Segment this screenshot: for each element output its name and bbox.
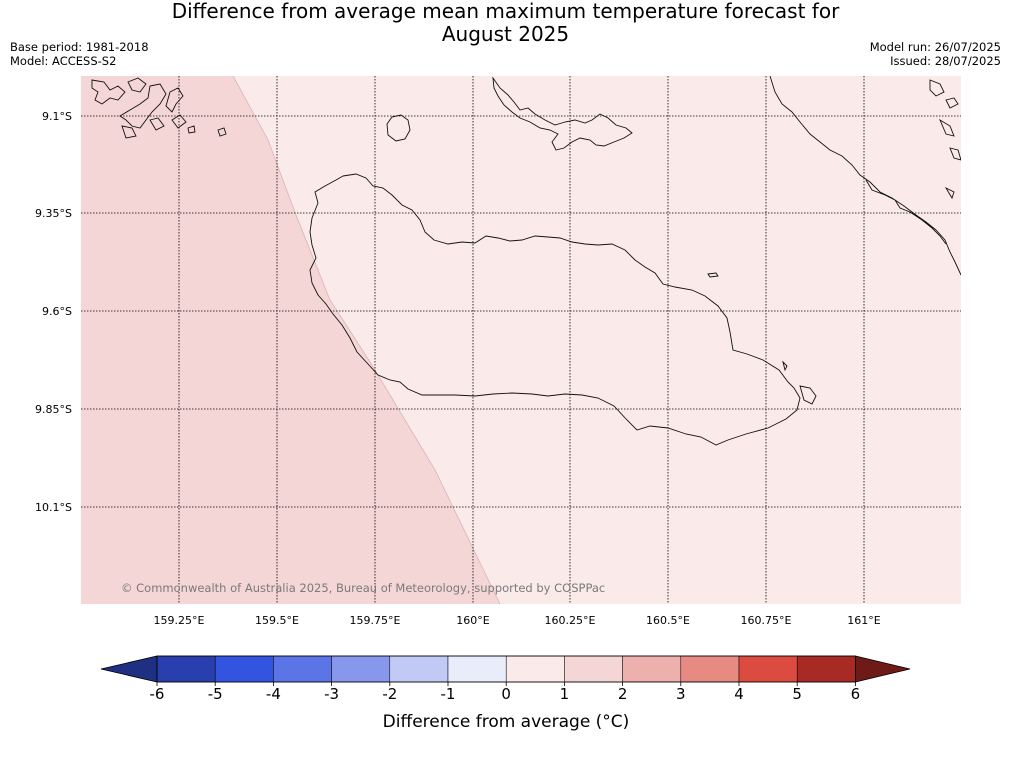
colorbar-segment (273, 655, 332, 683)
colorbar-tick-label: 5 (792, 685, 802, 703)
copyright-credit: © Commonwealth of Australia 2025, Bureau… (121, 581, 605, 595)
colorbar-tick-label: -4 (266, 685, 281, 703)
colorbar-under-arrow (100, 655, 158, 683)
colorbar-tick-label: -3 (324, 685, 339, 703)
colorbar-tick-labels: -6 -5 -4 -3 -2 -1 0 1 2 3 4 5 6 (150, 682, 861, 703)
colorbar-tick-label: 6 (851, 685, 861, 703)
latitude-label: 10.1°S (35, 501, 72, 514)
colorbar-segment (622, 655, 682, 683)
colorbar-segment (505, 655, 565, 683)
title-line-1: Difference from average mean maximum tem… (171, 0, 840, 23)
colorbar-tick-label: -2 (382, 685, 397, 703)
coastline-russell-islands (91, 77, 227, 139)
longitude-label: 161°E (847, 614, 880, 627)
longitude-label: 160.5°E (646, 614, 690, 627)
longitude-label: 160°E (456, 614, 489, 627)
coastline-malaita (769, 76, 961, 276)
longitude-labels: 159.25°E 159.5°E 159.75°E 160°E 160.25°E 160.… (154, 614, 881, 627)
longitude-label: 159.75°E (350, 614, 401, 627)
colorbar-segment (389, 655, 449, 683)
colorbar-segment (214, 655, 274, 683)
colorbar-segment (564, 655, 623, 683)
longitude-label: 160.25°E (545, 614, 596, 627)
colorbar-segment (156, 655, 216, 683)
latitude-label: 9.1°S (42, 110, 72, 123)
meta-left: Base period: 1981-2018 Model: ACCESS-S2 (10, 40, 149, 68)
forecast-zone-1-to-2 (81, 76, 500, 604)
meta-right: Model run: 26/07/2025 Issued: 28/07/2025 (870, 40, 1001, 68)
colorbar-tick-label: 3 (676, 685, 686, 703)
title-line-2: August 2025 (441, 22, 570, 46)
longitude-label: 159.25°E (154, 614, 205, 627)
graticule (81, 76, 961, 604)
colorbar-tick-label: 1 (560, 685, 570, 703)
colorbar-segment (447, 655, 507, 683)
coastline-florida-islands (492, 76, 633, 151)
coastline-guadalcanal (309, 173, 801, 446)
issued-label: Issued: 28/07/2025 (890, 54, 1001, 68)
colorbar-segment (680, 655, 740, 683)
map-panel (81, 76, 961, 604)
colorbar-tick-label: -5 (208, 685, 223, 703)
zone-boundary-line (232, 76, 501, 604)
coastline-small-islets (707, 79, 961, 405)
colorbar-over-arrow (855, 655, 911, 683)
model-run-label: Model run: 26/07/2025 (869, 40, 1001, 54)
longitude-label: 160.75°E (741, 614, 792, 627)
coastlines (91, 76, 961, 446)
latitude-label: 9.6°S (42, 305, 72, 318)
colorbar (100, 655, 911, 683)
colorbar-tick-label: -1 (441, 685, 456, 703)
chart-title: Difference from average mean maximum tem… (0, 0, 1011, 46)
base-period-label: Base period: 1981-2018 (10, 40, 149, 54)
latitude-labels: 9.1°S 9.35°S 9.6°S 9.85°S 10.1°S (35, 110, 72, 514)
colorbar-tick-label: -6 (150, 685, 165, 703)
latitude-label: 9.35°S (35, 207, 72, 220)
colorbar-tick-label: 0 (501, 685, 511, 703)
model-label: Model: ACCESS-S2 (10, 54, 117, 68)
colorbar-segment (796, 655, 856, 683)
colorbar-tick-label: 2 (618, 685, 628, 703)
colorbar-tick-label: 4 (734, 685, 744, 703)
colorbar-title: Difference from average (°C) (383, 712, 630, 732)
colorbar-segment (331, 655, 391, 683)
colorbar-segment (738, 655, 798, 683)
coastline-savo-island (386, 114, 411, 142)
longitude-label: 159.5°E (255, 614, 299, 627)
latitude-label: 9.85°S (35, 403, 72, 416)
